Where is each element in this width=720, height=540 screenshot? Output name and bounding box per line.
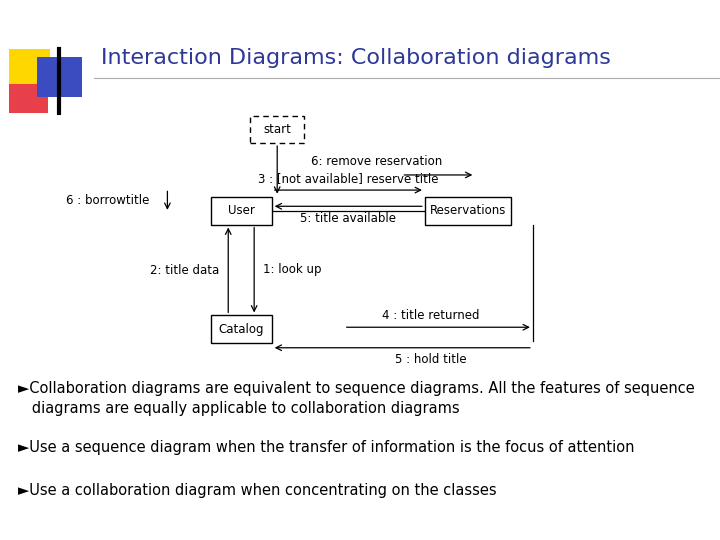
- Text: start: start: [264, 123, 291, 136]
- Text: 6: remove reservation: 6: remove reservation: [312, 156, 443, 168]
- Bar: [211, 197, 272, 225]
- Text: 3 : [not available] reserve title: 3 : [not available] reserve title: [258, 172, 438, 185]
- Bar: [425, 197, 511, 225]
- Text: 2: title data: 2: title data: [150, 264, 220, 276]
- Text: Reservations: Reservations: [430, 204, 506, 217]
- Text: Interaction Diagrams: Collaboration diagrams: Interaction Diagrams: Collaboration diag…: [101, 48, 611, 68]
- Text: ►Collaboration diagrams are equivalent to sequence diagrams. All the features of: ►Collaboration diagrams are equivalent t…: [18, 381, 695, 415]
- Text: ►Use a collaboration diagram when concentrating on the classes: ►Use a collaboration diagram when concen…: [18, 483, 497, 498]
- Bar: [211, 315, 272, 343]
- Text: Catalog: Catalog: [218, 323, 264, 336]
- Text: 1: look up: 1: look up: [263, 264, 321, 276]
- Text: User: User: [228, 204, 255, 217]
- Text: 5: title available: 5: title available: [300, 212, 396, 225]
- Text: ►Use a sequence diagram when the transfer of information is the focus of attenti: ►Use a sequence diagram when the transfe…: [18, 440, 634, 455]
- Bar: [251, 116, 305, 143]
- Text: 6 : borrowtitle: 6 : borrowtitle: [66, 194, 150, 207]
- Text: 4 : title returned: 4 : title returned: [382, 309, 480, 322]
- Text: 5 : hold title: 5 : hold title: [395, 353, 467, 366]
